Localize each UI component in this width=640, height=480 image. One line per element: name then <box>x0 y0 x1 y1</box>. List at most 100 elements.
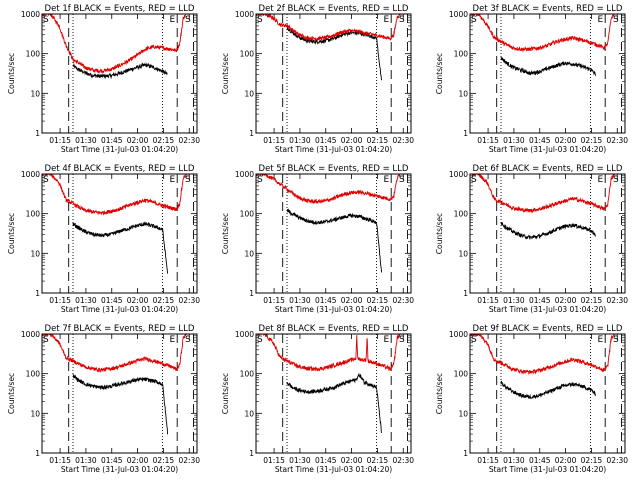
x-tick-label: 02:00 <box>341 456 363 465</box>
series-group <box>470 14 615 76</box>
x-tick-label: 01:45 <box>529 456 551 465</box>
x-tick-label: 01:15 <box>49 456 71 465</box>
x-tick-label: 01:15 <box>263 136 285 145</box>
x-tick-label: 02:30 <box>606 296 628 305</box>
events-series-line <box>72 61 168 80</box>
x-tick-label: 01:30 <box>289 136 311 145</box>
x-tick-label: 01:45 <box>315 456 337 465</box>
plot-frame <box>41 13 198 134</box>
y-tick-label: 100 <box>26 370 41 379</box>
start-marker-label-right: S <box>185 335 191 345</box>
start-marker-label: S <box>43 175 49 185</box>
start-marker-label: S <box>471 175 477 185</box>
x-tick-label: 01:15 <box>477 296 499 305</box>
x-tick-label: 01:45 <box>529 296 551 305</box>
x-tick-label: 01:30 <box>289 456 311 465</box>
start-marker-label-right: S <box>399 175 405 185</box>
y-tick-label: 100 <box>240 50 255 59</box>
chart-panel-6: Det 6f BLACK = Events, RED = LLD 1 10 100 10… <box>435 164 628 314</box>
x-tick-label: 01:15 <box>263 296 285 305</box>
y-tick-label: 1 <box>35 289 40 298</box>
lld-series-line <box>256 334 401 372</box>
chart-panel-3: Det 3f BLACK = Events, RED = LLD 1 10 100 10… <box>435 4 628 154</box>
y-tick-label: 1000 <box>21 170 40 179</box>
x-tick-label: 01:15 <box>477 136 499 145</box>
chart-title: Det 3f BLACK = Events, RED = LLD <box>473 4 623 14</box>
series-group <box>470 174 615 240</box>
end-marker-label: E <box>169 15 175 25</box>
y-tick-label: 1000 <box>21 10 40 19</box>
chart-panel-4: Det 4f BLACK = Events, RED = LLD 1 10 100 10… <box>7 164 200 314</box>
y-tick-label: 10 <box>244 409 254 418</box>
y-tick-label: 1 <box>35 449 40 458</box>
x-tick-label: 02:15 <box>581 456 603 465</box>
events-series-line <box>72 221 168 274</box>
y-tick-label: 1 <box>463 129 468 138</box>
start-marker-label-right: S <box>399 15 405 25</box>
y-axis-label: Counts/sec <box>435 373 444 414</box>
x-axis-label: Start Time (31-Jul-03 01:04:20) <box>489 305 606 314</box>
lld-series-line <box>42 14 187 74</box>
x-tick-label: 01:45 <box>101 136 123 145</box>
x-axis-label: Start Time (31-Jul-03 01:04:20) <box>489 465 606 474</box>
lld-series-line <box>42 334 187 374</box>
y-tick-label: 1 <box>249 129 254 138</box>
start-marker-label: S <box>43 335 49 345</box>
x-tick-label: 02:30 <box>606 136 628 145</box>
y-tick-label: 10 <box>30 249 40 258</box>
y-tick-label: 100 <box>454 370 469 379</box>
start-marker-label: S <box>257 15 263 25</box>
end-marker-label: E <box>383 15 389 25</box>
y-tick-label: 1000 <box>235 10 254 19</box>
x-tick-label: 01:30 <box>503 136 525 145</box>
events-series-line <box>286 208 382 273</box>
chart-title: Det 9f BLACK = Events, RED = LLD <box>473 324 623 334</box>
y-tick-label: 1000 <box>449 10 468 19</box>
lld-series-line <box>470 174 615 214</box>
chart-title: Det 4f BLACK = Events, RED = LLD <box>45 164 195 174</box>
y-tick-label: 10 <box>30 89 40 98</box>
x-tick-label: 01:30 <box>75 456 97 465</box>
y-tick-label: 100 <box>26 210 41 219</box>
y-tick-label: 100 <box>240 210 255 219</box>
y-tick-label: 10 <box>244 249 254 258</box>
x-tick-label: 01:45 <box>315 296 337 305</box>
y-axis-label: Counts/sec <box>221 53 230 94</box>
plot-frame <box>41 173 198 294</box>
events-series-line <box>500 221 596 240</box>
events-series-line <box>72 374 168 435</box>
chart-title: Det 8f BLACK = Events, RED = LLD <box>259 324 409 334</box>
x-tick-label: 01:45 <box>529 136 551 145</box>
end-marker-label: E <box>169 175 175 185</box>
start-marker-label: S <box>257 335 263 345</box>
y-tick-label: 10 <box>458 249 468 258</box>
x-tick-label: 02:15 <box>153 296 175 305</box>
x-tick-label: 02:15 <box>153 456 175 465</box>
start-marker-label: S <box>471 335 477 345</box>
start-marker-label-right: S <box>613 15 619 25</box>
chart-panel-7: Det 7f BLACK = Events, RED = LLD 1 10 100 10… <box>7 324 200 474</box>
end-marker-label: E <box>597 335 603 345</box>
x-axis-label: Start Time (31-Jul-03 01:04:20) <box>275 465 392 474</box>
lld-series-line <box>470 334 615 375</box>
events-series-line <box>500 380 596 400</box>
lld-series-line <box>470 14 615 53</box>
y-tick-label: 1000 <box>235 330 254 339</box>
x-tick-label: 01:45 <box>101 456 123 465</box>
x-tick-label: 02:00 <box>555 296 577 305</box>
x-tick-label: 02:30 <box>392 296 414 305</box>
x-tick-label: 02:15 <box>153 136 175 145</box>
x-tick-label: 02:00 <box>555 136 577 145</box>
end-marker-label: E <box>597 15 603 25</box>
end-marker-label: E <box>383 335 389 345</box>
series-group <box>42 334 187 435</box>
x-tick-label: 02:30 <box>392 136 414 145</box>
lld-series-line <box>256 14 401 42</box>
x-axis-label: Start Time (31-Jul-03 01:04:20) <box>275 305 392 314</box>
y-tick-label: 100 <box>240 370 255 379</box>
start-marker-label-right: S <box>185 175 191 185</box>
x-tick-label: 01:30 <box>75 136 97 145</box>
x-tick-label: 02:00 <box>127 136 149 145</box>
x-tick-label: 02:30 <box>178 456 200 465</box>
